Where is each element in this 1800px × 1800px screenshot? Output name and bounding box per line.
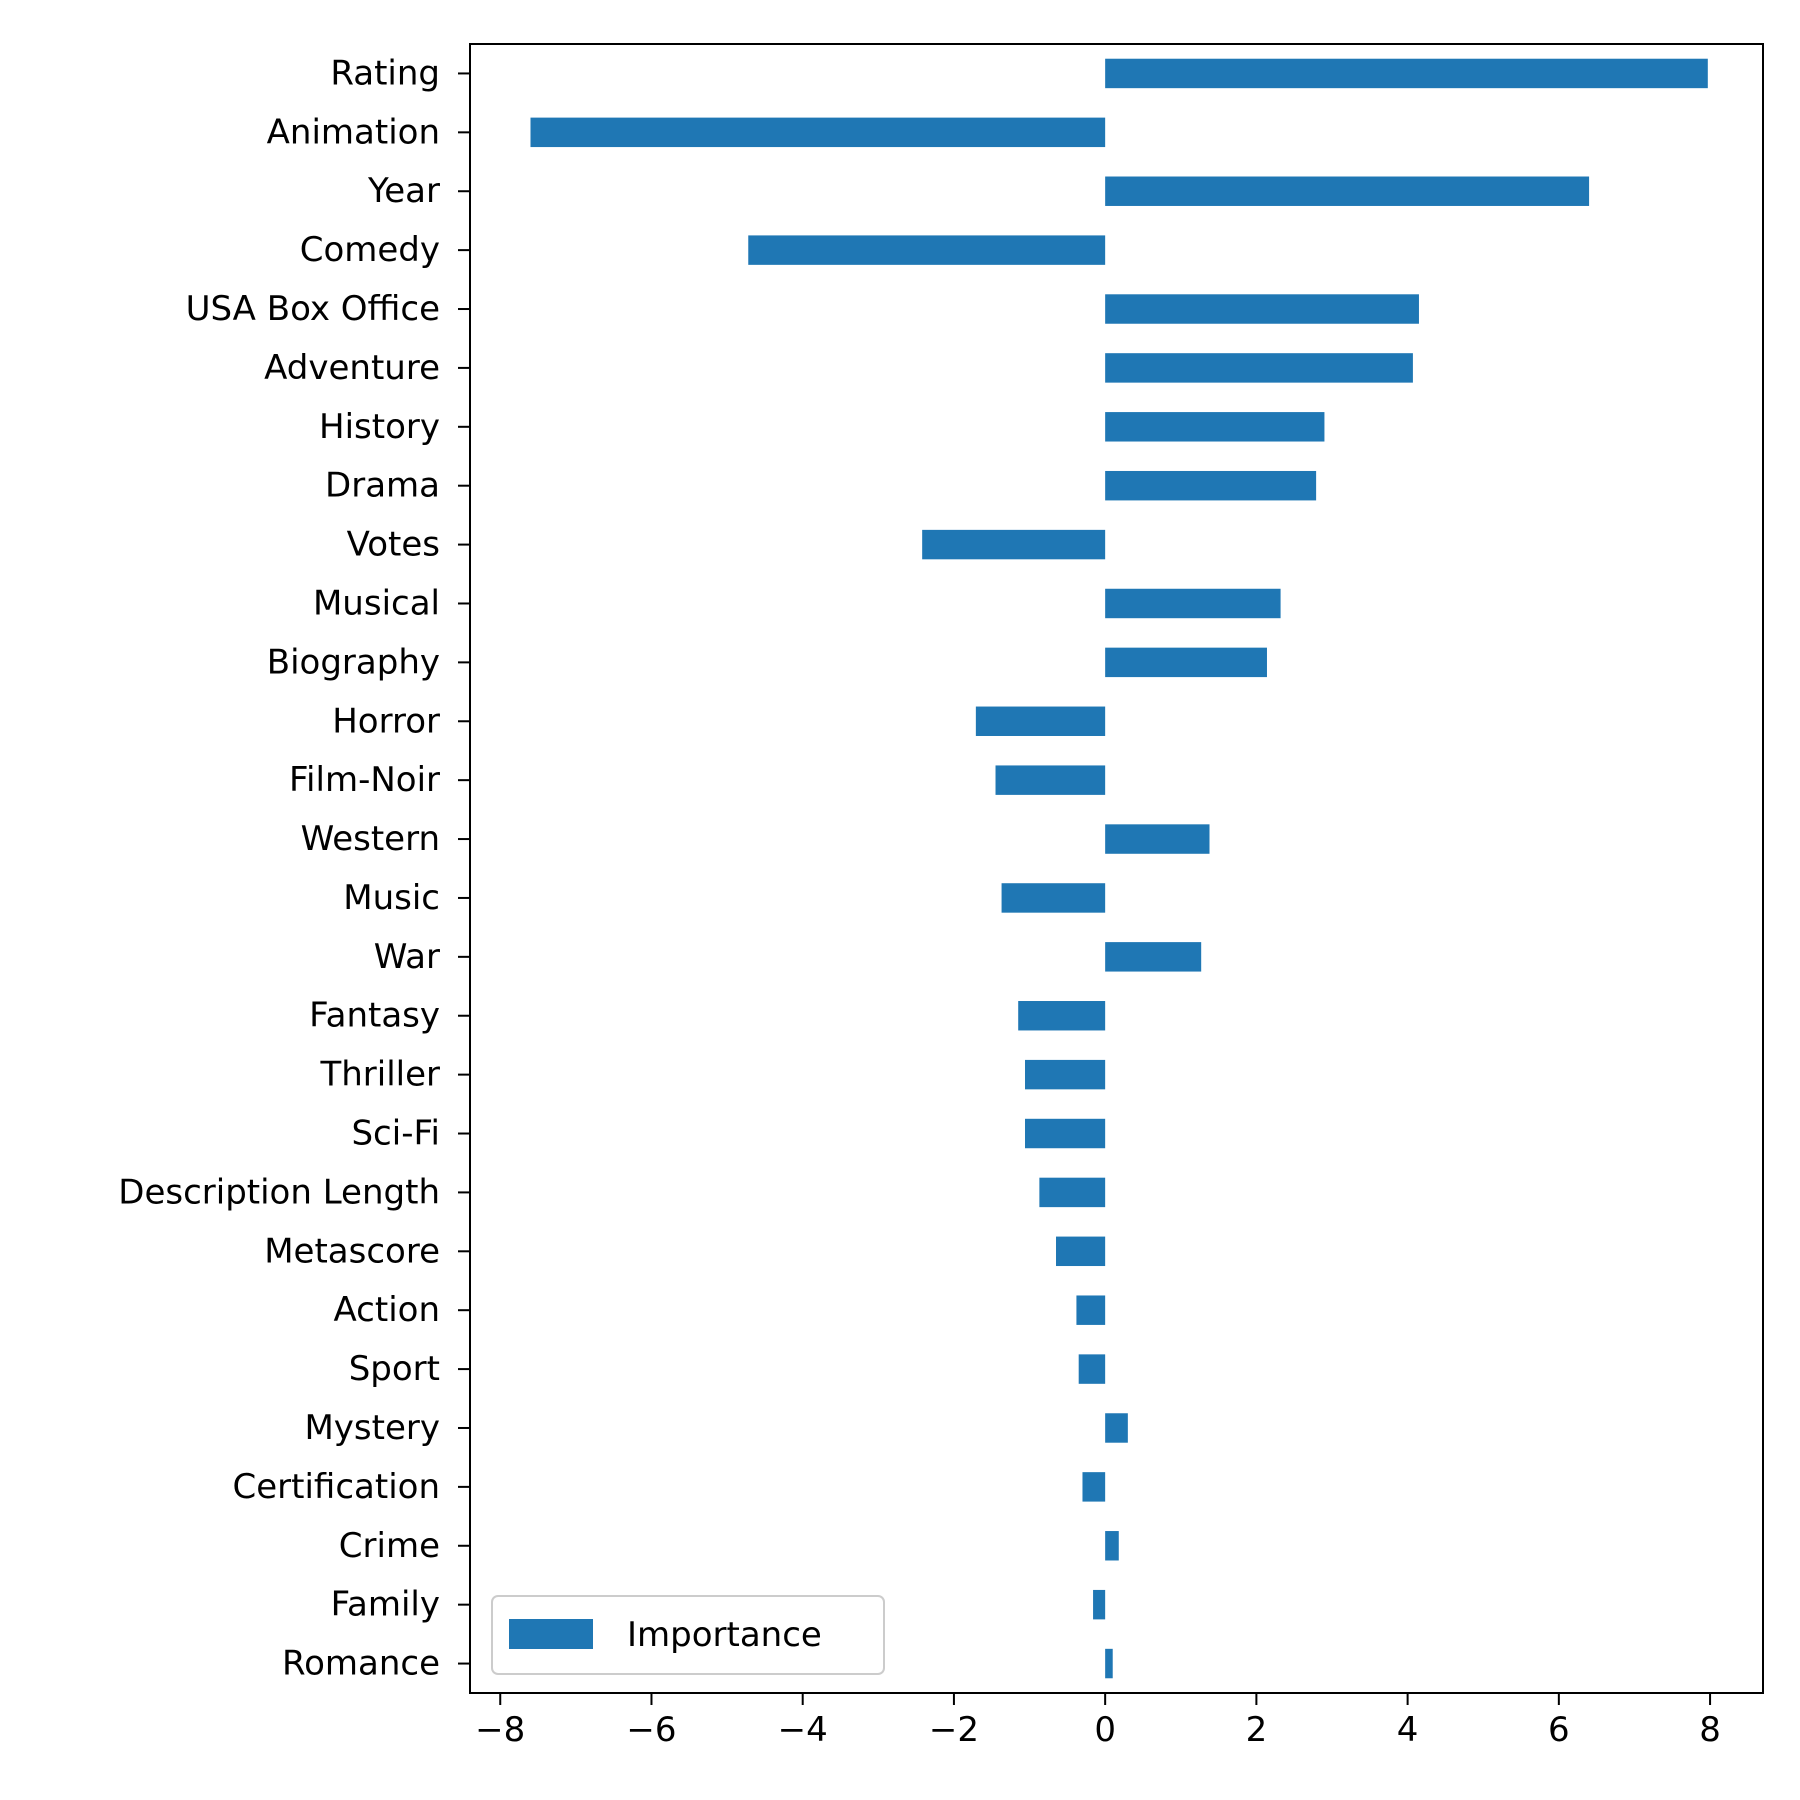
y-axis-ticks: Rating Animation Year Comedy USA Box Office A… — [118, 53, 470, 1684]
bar-thriller — [1025, 1059, 1106, 1090]
y-tick-label: Western — [301, 819, 440, 859]
y-tick-label: Music — [343, 878, 440, 918]
bar-certification — [1082, 1472, 1106, 1502]
y-tick-label: Sci-Fi — [351, 1114, 440, 1154]
y-tick-label: USA Box Office — [186, 289, 440, 329]
bar-description-length — [1039, 1177, 1106, 1208]
y-tick-label: Votes — [347, 525, 440, 565]
x-tick-label: 2 — [1246, 1710, 1268, 1750]
legend-label: Importance — [627, 1615, 822, 1655]
bar-sci-fi — [1025, 1118, 1106, 1149]
plot-frame — [469, 43, 1764, 1694]
bar-film-noir — [995, 765, 1106, 795]
x-tick-label: −6 — [626, 1710, 676, 1750]
y-tick-label: Thriller — [319, 1055, 440, 1095]
x-tick-label: 8 — [1699, 1710, 1721, 1750]
y-tick-label: Fantasy — [309, 996, 440, 1036]
bar-metascore — [1056, 1236, 1106, 1267]
bar-animation — [530, 117, 1106, 148]
y-tick-label: Certification — [233, 1467, 441, 1507]
y-tick-label: Film-Noir — [289, 760, 440, 800]
y-tick-label: Romance — [282, 1644, 440, 1684]
bar-history — [1105, 412, 1325, 442]
y-tick-label: Musical — [313, 583, 440, 623]
bar-music — [1001, 883, 1106, 913]
y-tick-label: Crime — [339, 1526, 440, 1566]
x-axis-ticks: −8 −6 −4 −2 0 2 4 6 8 — [475, 1693, 1721, 1750]
y-tick-label: Family — [331, 1585, 440, 1625]
y-tick-label: Animation — [267, 112, 440, 152]
bar-sport — [1078, 1354, 1106, 1384]
y-tick-label: Rating — [330, 53, 440, 93]
y-tick-label: Drama — [325, 466, 440, 506]
y-tick-label: Sport — [349, 1349, 440, 1389]
x-tick-label: −8 — [475, 1710, 525, 1750]
legend: Importance — [491, 1595, 885, 1675]
y-tick-label: Action — [334, 1290, 440, 1330]
x-tick-label: 0 — [1094, 1710, 1116, 1750]
bar-musical — [1105, 588, 1281, 619]
bar-year — [1105, 176, 1590, 206]
y-tick-label: Metascore — [264, 1231, 440, 1271]
bar-romance — [1105, 1648, 1113, 1679]
bar-western — [1105, 824, 1210, 854]
y-tick-label: Horror — [332, 701, 440, 741]
bar-war — [1105, 942, 1202, 972]
bar-family — [1093, 1589, 1106, 1620]
bar-usa-box-office — [1105, 294, 1419, 324]
x-tick-label: 4 — [1397, 1710, 1419, 1750]
y-tick-label: Year — [367, 171, 440, 211]
y-tick-label: Description Length — [118, 1172, 440, 1212]
y-tick-label: Biography — [267, 642, 440, 682]
legend-box — [491, 1595, 885, 1675]
y-tick-label: Comedy — [300, 230, 440, 270]
bar-comedy — [748, 235, 1106, 265]
bar-rating — [1105, 58, 1708, 89]
y-tick-label: Mystery — [304, 1408, 440, 1448]
x-tick-label: −4 — [778, 1710, 828, 1750]
bar-drama — [1105, 470, 1317, 501]
bar-votes — [922, 529, 1106, 560]
bars-group — [530, 58, 1708, 1679]
bar-horror — [975, 706, 1106, 736]
bar-biography — [1105, 647, 1267, 678]
x-tick-label: 6 — [1548, 1710, 1570, 1750]
bar-fantasy — [1018, 1001, 1106, 1031]
y-tick-label: Adventure — [264, 348, 440, 388]
bar-mystery — [1105, 1413, 1128, 1443]
legend-swatch — [509, 1619, 593, 1649]
y-tick-label: War — [374, 937, 440, 977]
bar-adventure — [1105, 353, 1413, 383]
x-tick-label: −2 — [929, 1710, 979, 1750]
y-tick-label: History — [319, 407, 440, 447]
bar-crime — [1105, 1531, 1119, 1561]
bar-action — [1076, 1295, 1106, 1325]
